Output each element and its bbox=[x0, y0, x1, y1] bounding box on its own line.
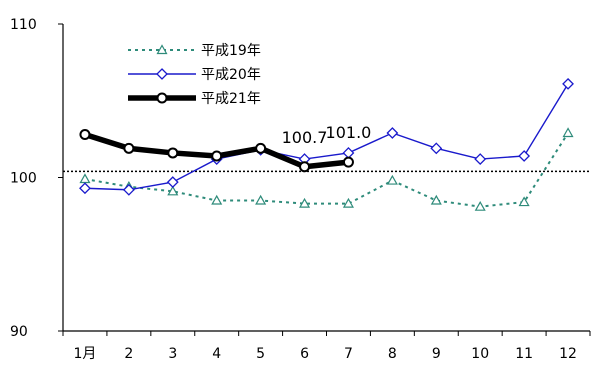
data-point-circle bbox=[342, 156, 354, 168]
x-tick-label: 4 bbox=[212, 346, 221, 362]
data-label: 101.0 bbox=[326, 123, 372, 142]
series-3 bbox=[79, 129, 354, 173]
data-point-diamond bbox=[122, 183, 135, 196]
x-tick-label: 1月 bbox=[73, 346, 96, 362]
data-point-diamond bbox=[518, 150, 531, 162]
data-point-triangle bbox=[211, 194, 223, 205]
legend-label: 平成21年 bbox=[201, 91, 261, 107]
x-tick-label: 11 bbox=[515, 346, 533, 362]
data-point-circle bbox=[123, 142, 135, 154]
data-point-circle bbox=[156, 92, 168, 104]
data-point-triangle bbox=[562, 127, 574, 138]
tick-labels: 90 100 110 1月 2 3 4 5 6 7 8 9 10 11 12 bbox=[10, 17, 577, 362]
x-tick-label: 9 bbox=[432, 346, 441, 362]
data-point-circle bbox=[211, 150, 223, 162]
y-tick-label: 100 bbox=[10, 171, 37, 187]
data-point-circle bbox=[255, 142, 267, 154]
y-tick-label: 110 bbox=[10, 17, 37, 33]
data-point-circle bbox=[79, 129, 91, 141]
data-point-triangle bbox=[156, 44, 168, 55]
data-point-triangle bbox=[474, 200, 486, 211]
series-layer bbox=[79, 77, 574, 211]
data-point-circle bbox=[299, 161, 311, 173]
legend-entry-1: 平成19年 bbox=[128, 43, 261, 59]
legend-entry-3: 平成21年 bbox=[128, 91, 261, 107]
x-tick-label: 10 bbox=[471, 346, 489, 362]
data-point-triangle bbox=[430, 194, 442, 205]
axes bbox=[58, 23, 591, 336]
legend-entry-2: 平成20年 bbox=[128, 67, 261, 83]
x-tick-label: 6 bbox=[300, 346, 309, 362]
data-point-diamond bbox=[562, 77, 574, 90]
data-point-triangle bbox=[518, 196, 530, 207]
data-point-circle bbox=[167, 147, 179, 159]
data-point-triangle bbox=[342, 197, 354, 208]
data-point-triangle bbox=[79, 173, 91, 184]
data-point-triangle bbox=[386, 174, 398, 185]
x-tick-label: 2 bbox=[124, 346, 133, 362]
legend-label: 平成19年 bbox=[201, 43, 261, 59]
x-tick-label: 7 bbox=[344, 346, 353, 362]
data-point-diamond bbox=[474, 153, 487, 165]
data-point-diamond bbox=[430, 142, 443, 155]
x-tick-label: 12 bbox=[559, 346, 577, 362]
data-point-diamond bbox=[166, 176, 179, 189]
data-point-diamond bbox=[79, 182, 91, 195]
data-point-diamond bbox=[156, 68, 168, 80]
data-point-triangle bbox=[255, 194, 267, 205]
legend-label: 平成20年 bbox=[201, 67, 261, 83]
x-tick-label: 5 bbox=[256, 346, 265, 362]
series-line bbox=[84, 132, 569, 208]
x-tick-label: 3 bbox=[168, 346, 177, 362]
y-tick-label: 90 bbox=[10, 324, 28, 340]
series-line bbox=[84, 83, 569, 191]
series-2 bbox=[79, 77, 574, 196]
data-point-triangle bbox=[299, 197, 311, 208]
data-point-triangle bbox=[167, 185, 179, 196]
data-point-diamond bbox=[342, 147, 355, 159]
x-tick-label: 8 bbox=[388, 346, 397, 362]
data-point-diamond bbox=[386, 127, 399, 139]
data-label: 100.7 bbox=[282, 128, 328, 147]
